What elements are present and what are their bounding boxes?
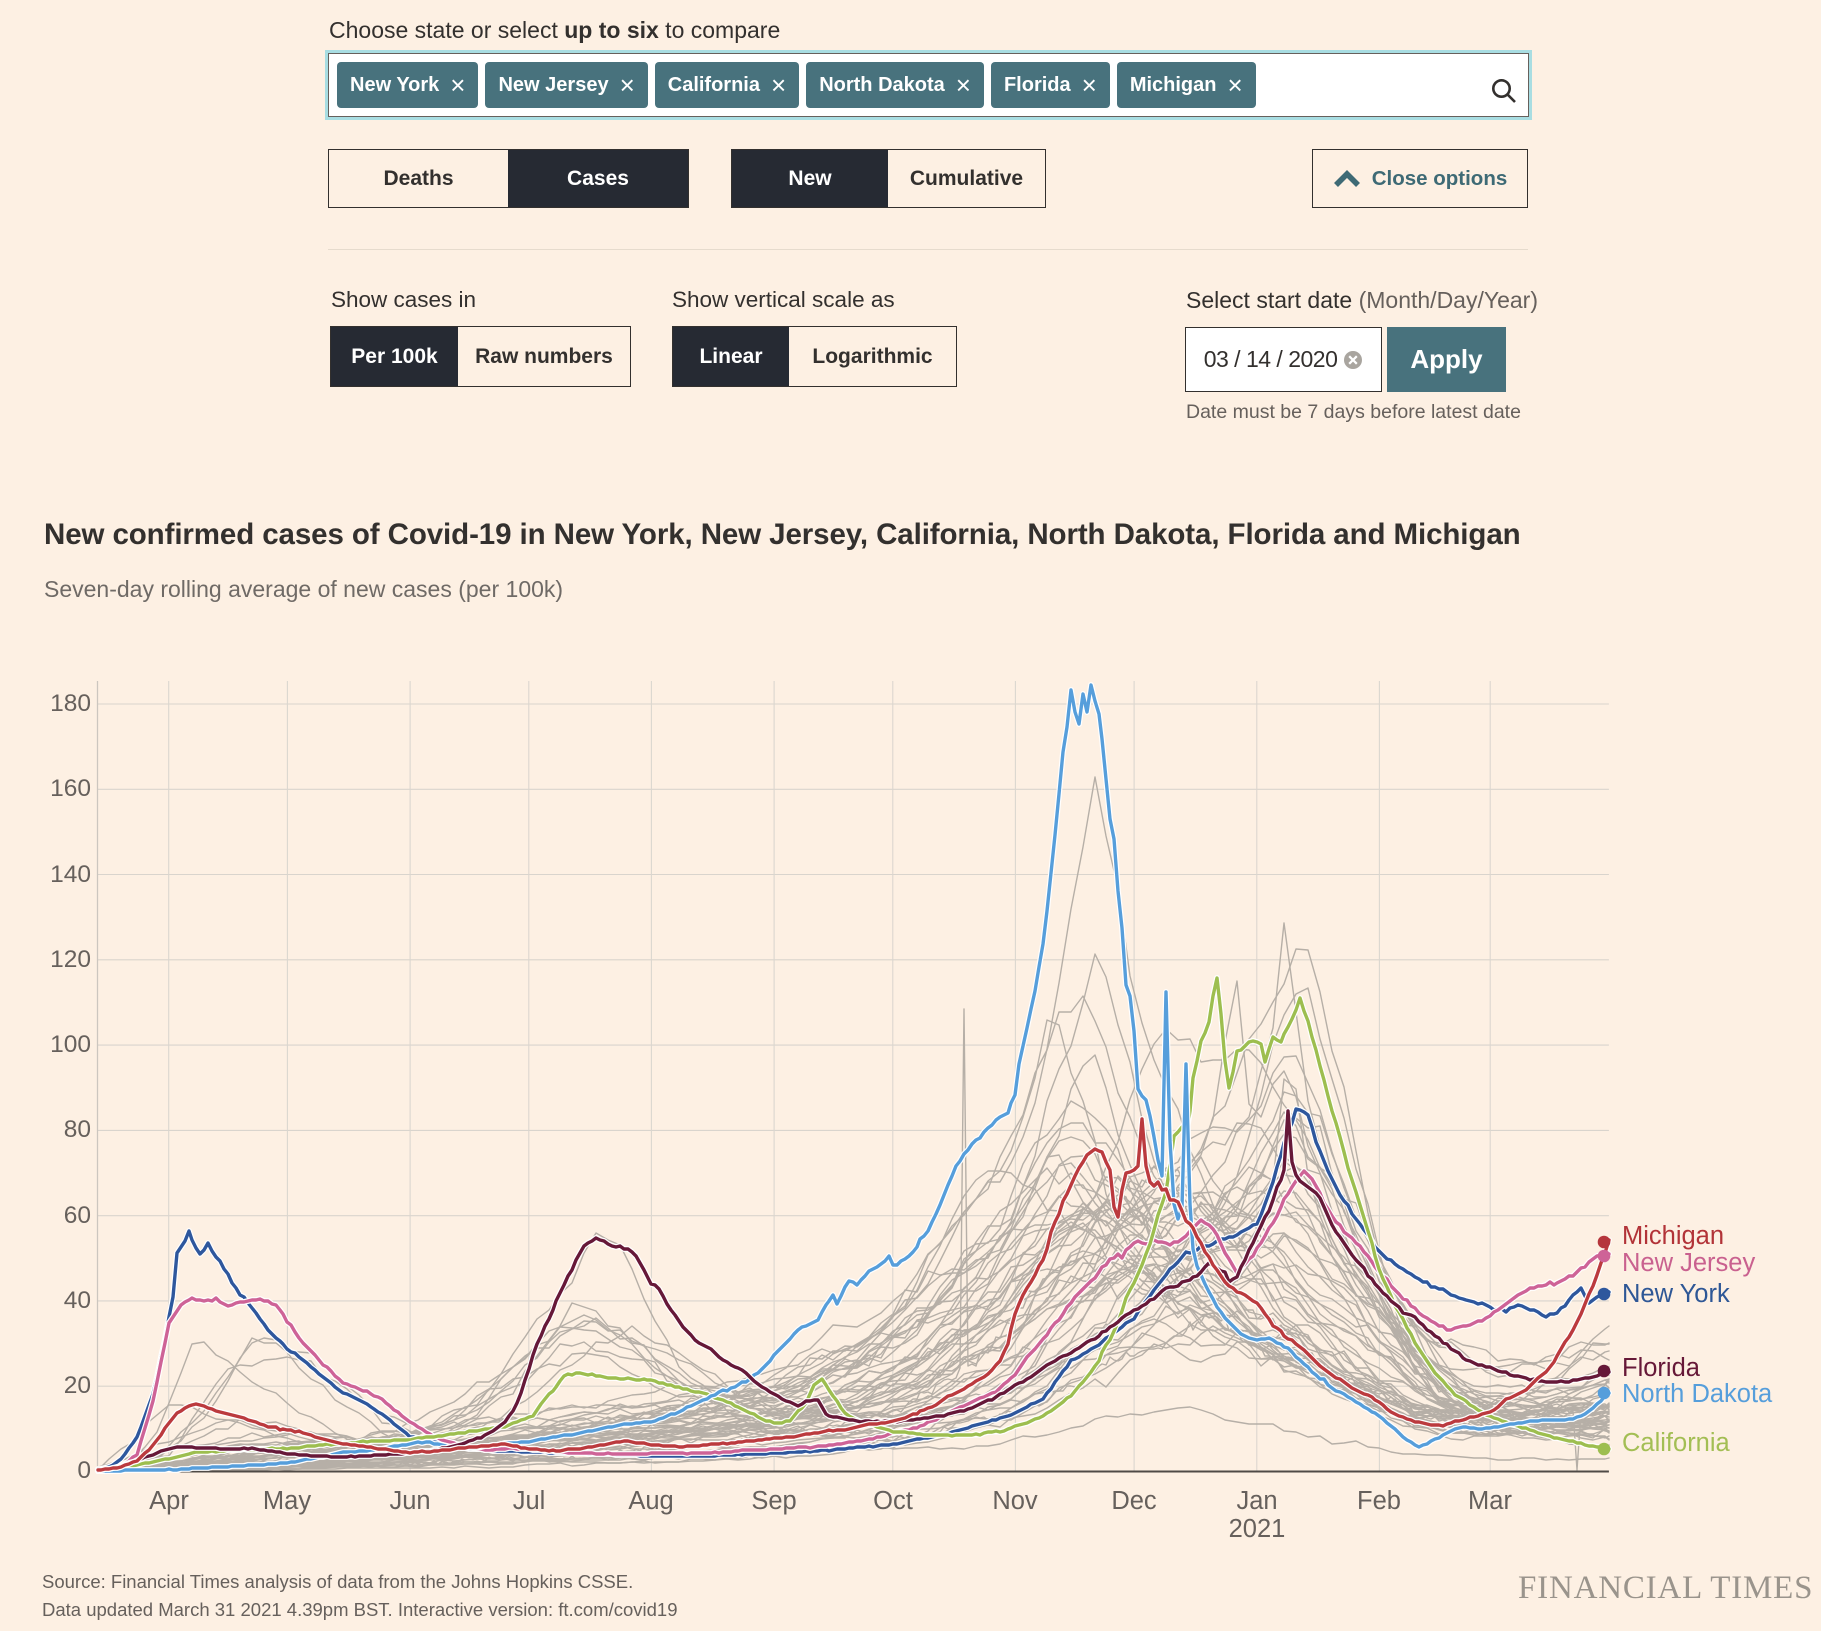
svg-text:New Jersey: New Jersey bbox=[1622, 1249, 1755, 1277]
svg-text:Jul: Jul bbox=[513, 1487, 546, 1515]
svg-text:Nov: Nov bbox=[992, 1487, 1038, 1515]
svg-text:160: 160 bbox=[50, 775, 91, 802]
svg-text:Aug: Aug bbox=[628, 1487, 673, 1515]
svg-text:180: 180 bbox=[50, 690, 91, 717]
svg-text:100: 100 bbox=[50, 1031, 91, 1058]
svg-text:California: California bbox=[1622, 1429, 1731, 1457]
svg-text:Mar: Mar bbox=[1468, 1487, 1512, 1515]
svg-text:120: 120 bbox=[50, 946, 91, 973]
svg-text:North Dakota: North Dakota bbox=[1622, 1380, 1773, 1408]
svg-text:Michigan: Michigan bbox=[1622, 1222, 1724, 1250]
svg-text:Florida: Florida bbox=[1622, 1354, 1701, 1382]
svg-text:20: 20 bbox=[64, 1372, 91, 1399]
svg-text:40: 40 bbox=[64, 1287, 91, 1314]
svg-text:New York: New York bbox=[1622, 1280, 1730, 1308]
svg-text:Sep: Sep bbox=[751, 1487, 796, 1515]
svg-text:Dec: Dec bbox=[1111, 1487, 1157, 1515]
svg-text:Jan: Jan bbox=[1236, 1487, 1277, 1515]
svg-text:Oct: Oct bbox=[873, 1487, 913, 1515]
svg-text:140: 140 bbox=[50, 861, 91, 888]
svg-text:May: May bbox=[263, 1487, 311, 1515]
svg-text:2021: 2021 bbox=[1229, 1515, 1286, 1543]
svg-text:Jun: Jun bbox=[389, 1487, 430, 1515]
svg-text:Feb: Feb bbox=[1357, 1487, 1401, 1515]
svg-text:0: 0 bbox=[77, 1457, 91, 1484]
svg-text:Apr: Apr bbox=[149, 1487, 189, 1515]
svg-text:80: 80 bbox=[64, 1116, 91, 1143]
svg-text:60: 60 bbox=[64, 1202, 91, 1229]
